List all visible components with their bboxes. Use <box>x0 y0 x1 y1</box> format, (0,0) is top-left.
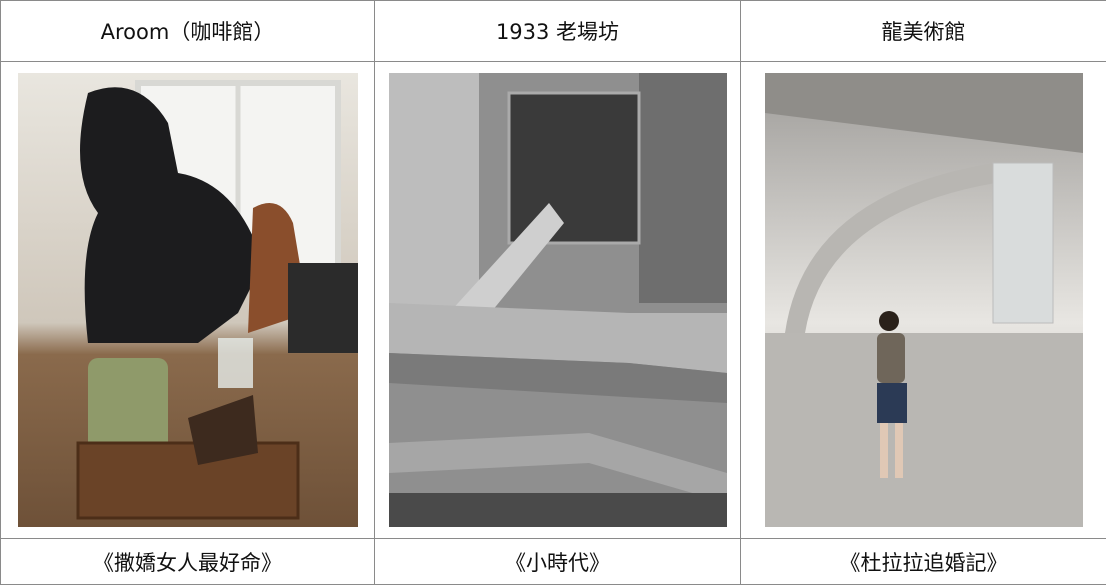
caption-cell: 《撒嬌女人最好命》 <box>0 538 375 585</box>
image-cell <box>0 61 375 539</box>
caption-row: 《撒嬌女人最好命》 《小時代》 《杜拉拉追婚記》 <box>0 538 1106 585</box>
museum-photo <box>764 73 1083 527</box>
image-cell <box>374 61 741 539</box>
header-row: Aroom（咖啡館） 1933 老場坊 龍美術館 <box>0 0 1106 62</box>
building-photo <box>388 73 727 527</box>
caption-cell: 《小時代》 <box>374 538 741 585</box>
image-cell <box>740 61 1106 539</box>
image-row <box>0 61 1106 539</box>
header-cell: Aroom（咖啡館） <box>0 0 375 62</box>
cafe-photo <box>17 73 358 527</box>
caption-cell: 《杜拉拉追婚記》 <box>740 538 1106 585</box>
header-cell: 龍美術館 <box>740 0 1106 62</box>
header-cell: 1933 老場坊 <box>374 0 741 62</box>
